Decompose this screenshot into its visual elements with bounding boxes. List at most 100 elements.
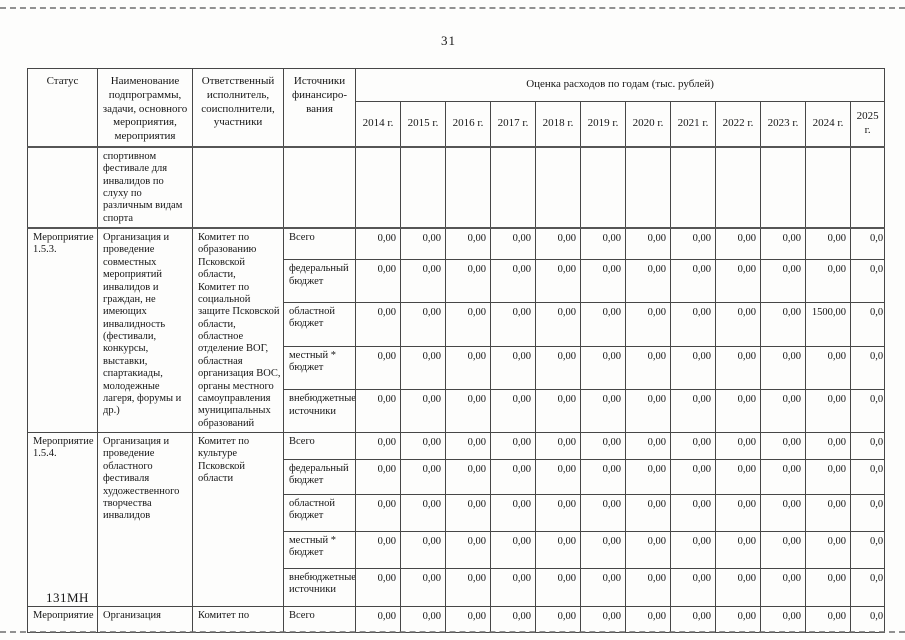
value-cell-year-0: 0,00 xyxy=(355,389,401,433)
header-year-9: 2023 г. xyxy=(760,100,806,148)
value-cell-year-11: 0,0 xyxy=(849,345,886,391)
value-cell-year-1 xyxy=(400,146,446,229)
name-cell: Организация и проведение совместных меро… xyxy=(97,227,193,433)
name-cell: Организация xyxy=(97,606,193,633)
header-status: Статус xyxy=(27,67,98,148)
value-cell-year-3: 0,00 xyxy=(490,432,536,460)
header-year-0: 2014 г. xyxy=(355,100,401,148)
value-cell-year-6: 0,00 xyxy=(625,227,671,261)
value-cell-year-10: 0,00 xyxy=(805,494,851,532)
header-year-11: 2025 г. xyxy=(849,100,886,148)
value-cell-year-11: 0,0 xyxy=(849,494,886,532)
table-row: федеральный бюджет 0,00 0,00 0,00 0,00 0,00 0,… xyxy=(28,459,886,495)
costs-table-head: Статус Наименование подпрограммы, задачи,… xyxy=(27,67,886,148)
value-cell-year-9 xyxy=(760,146,806,229)
value-cell-year-2: 0,00 xyxy=(445,494,491,532)
value-cell-year-6: 0,00 xyxy=(625,432,671,460)
value-cell-year-1: 0,00 xyxy=(400,606,446,633)
value-cell-year-2: 0,00 xyxy=(445,531,491,569)
executor-cell: Комитет по образованию Псковской области… xyxy=(192,227,284,433)
header-year-1: 2015 г. xyxy=(400,100,446,148)
value-cell-year-9: 0,00 xyxy=(760,227,806,261)
value-cell-year-11: 0,0 xyxy=(849,259,886,303)
value-cell-year-4: 0,00 xyxy=(535,459,581,495)
value-cell-year-7: 0,00 xyxy=(670,389,716,433)
value-cell-year-8: 0,00 xyxy=(715,227,761,261)
value-cell-year-8: 0,00 xyxy=(715,494,761,532)
name-cell: спортивном фестивале для инвалидов по сл… xyxy=(97,146,193,229)
value-cell-year-4 xyxy=(535,146,581,229)
header-executor: Ответственный исполнитель, соисполнители… xyxy=(192,67,284,148)
value-cell-year-3: 0,00 xyxy=(490,494,536,532)
value-cell-year-1: 0,00 xyxy=(400,494,446,532)
table-row: Мероприятие 1.5.4. Организация и проведен… xyxy=(27,432,886,607)
table-row: внебюджетные источники 0,00 0,00 0,00 0,00 0,… xyxy=(28,389,886,433)
value-cell-year-11: 0,0 xyxy=(849,389,886,433)
value-cell-year-0: 0,00 xyxy=(355,227,401,261)
value-cell-year-8: 0,00 xyxy=(715,389,761,433)
value-cell-year-5: 0,00 xyxy=(580,389,626,433)
value-cell-year-1: 0,00 xyxy=(400,568,446,607)
funding-source-cell: внебюджетные источники xyxy=(283,389,356,433)
value-cell-year-7: 0,00 xyxy=(670,459,716,495)
value-cell-year-9: 0,00 xyxy=(760,301,806,347)
table-row: Мероприятие 1.5.3. Организация и проведен… xyxy=(27,227,886,433)
value-cell-year-8: 0,00 xyxy=(715,301,761,347)
value-cell-year-10: 0,00 xyxy=(805,531,851,569)
value-cell-year-0: 0,00 xyxy=(355,432,401,460)
value-cell-year-3: 0,00 xyxy=(490,606,536,633)
value-cell-year-8 xyxy=(715,146,761,229)
executor-cell: Комитет по xyxy=(192,606,284,633)
value-cell-year-8: 0,00 xyxy=(715,345,761,391)
value-cell-year-2: 0,00 xyxy=(445,432,491,460)
table-row: спортивном фестивале для инвалидов по сл… xyxy=(27,146,886,229)
value-cell-year-6: 0,00 xyxy=(625,389,671,433)
value-cell-year-8: 0,00 xyxy=(715,432,761,460)
value-cell-year-7: 0,00 xyxy=(670,568,716,607)
value-cell-year-1: 0,00 xyxy=(400,389,446,433)
footer-code: 131МН xyxy=(46,590,89,605)
value-cell-year-8: 0,00 xyxy=(715,459,761,495)
status-cell: Мероприятие 1.5.4. xyxy=(27,432,98,607)
value-cell-year-10: 0,00 xyxy=(805,389,851,433)
value-cell-year-3: 0,00 xyxy=(490,301,536,347)
value-cell-year-4: 0,00 xyxy=(535,432,581,460)
value-cell-year-6: 0,00 xyxy=(625,568,671,607)
value-cell-year-5: 0,00 xyxy=(580,531,626,569)
value-cell-year-0: 0,00 xyxy=(355,568,401,607)
name-cell: Организация и проведение областного фест… xyxy=(97,432,193,607)
funding-source-cell: Всего xyxy=(283,432,356,460)
value-cell-year-1: 0,00 xyxy=(400,432,446,460)
value-cell-year-10: 0,00 xyxy=(805,459,851,495)
header-row-top: Статус Наименование подпрограммы, задачи,… xyxy=(27,67,886,148)
value-cell-year-6: 0,00 xyxy=(625,606,671,633)
value-cell-year-11 xyxy=(849,146,886,229)
value-cell-year-1: 0,00 xyxy=(400,459,446,495)
value-cell-year-0: 0,00 xyxy=(355,459,401,495)
value-cell-year-6: 0,00 xyxy=(625,345,671,391)
value-cell-year-10: 0,00 xyxy=(805,259,851,303)
value-cell-year-9: 0,00 xyxy=(760,606,806,633)
header-source: Источники финансиро- вания xyxy=(283,67,356,148)
value-cell-year-10: 0,00 xyxy=(805,568,851,607)
funding-source-cell: внебюджетные источники xyxy=(283,568,356,607)
header-year-8: 2022 г. xyxy=(715,100,761,148)
value-cell-year-3: 0,00 xyxy=(490,345,536,391)
table-row: внебюджетные источники 0,00 0,00 0,00 0,00 0,… xyxy=(28,568,886,607)
funding-source-cell: федеральный бюджет xyxy=(283,459,356,495)
value-cell-year-9: 0,00 xyxy=(760,432,806,460)
status-cell xyxy=(27,146,98,229)
value-cell-year-11: 0,0 xyxy=(849,301,886,347)
value-cell-year-7: 0,00 xyxy=(670,259,716,303)
value-cell-year-3: 0,00 xyxy=(490,568,536,607)
value-cell-year-5: 0,00 xyxy=(580,432,626,460)
status-cell: Мероприятие 1.5.3. xyxy=(27,227,98,433)
funding-source-cell: местный * бюджет xyxy=(283,345,356,391)
value-cell-year-9: 0,00 xyxy=(760,345,806,391)
value-cell-year-4: 0,00 xyxy=(535,389,581,433)
value-cell-year-10: 0,00 xyxy=(805,432,851,460)
header-year-4: 2018 г. xyxy=(535,100,581,148)
value-cell-year-8: 0,00 xyxy=(715,568,761,607)
header-year-7: 2021 г. xyxy=(670,100,716,148)
